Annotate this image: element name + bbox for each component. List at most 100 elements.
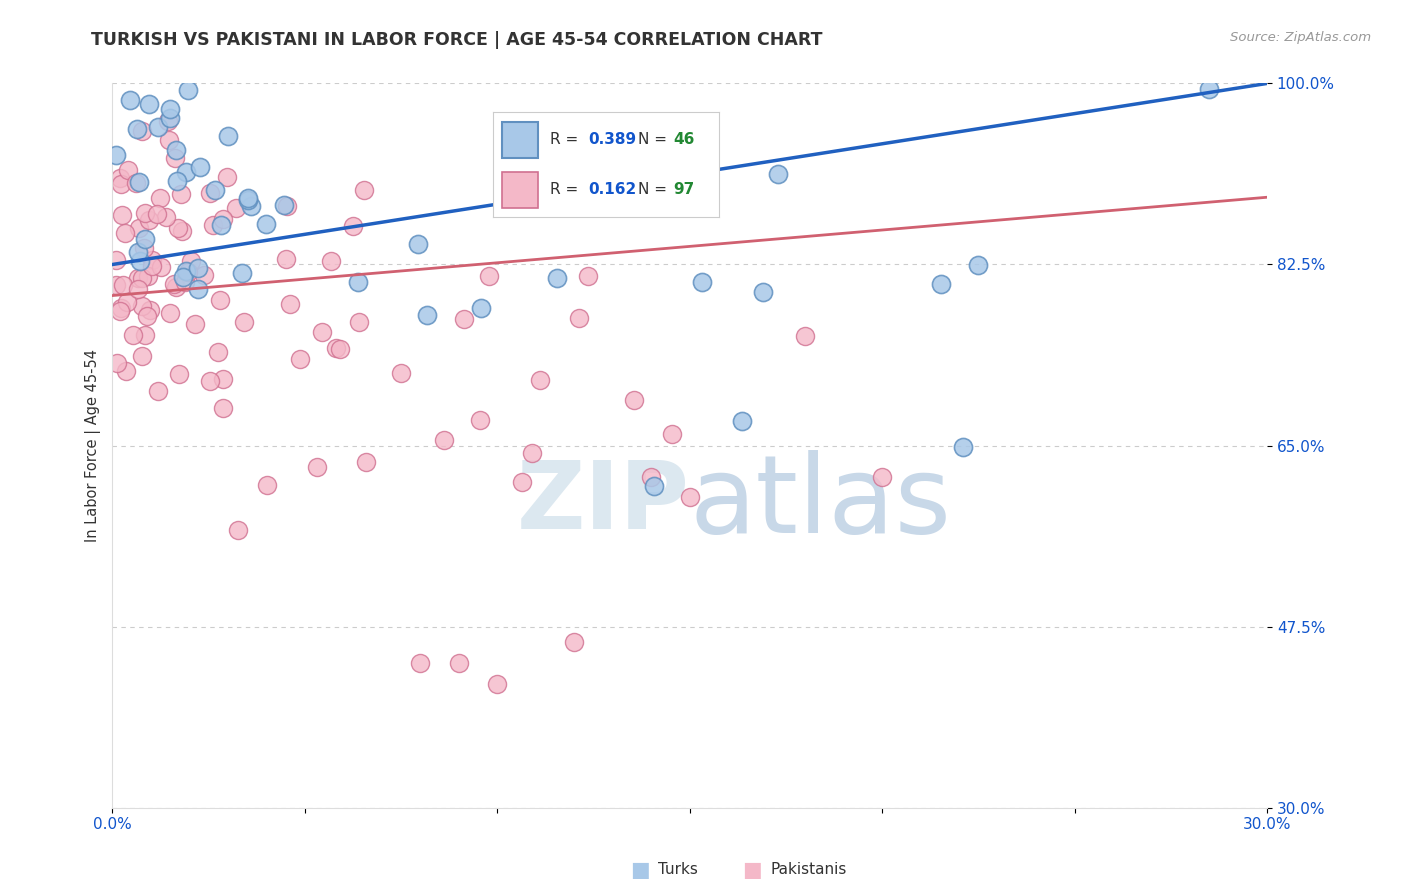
Point (1198, 81, 1220, 95)
Point (477, 269, 499, 284)
Point (468, 412, 491, 426)
Point (204, 183, 226, 197)
Point (433, 433, 456, 447)
Point (165, 279, 187, 293)
Point (166, 173, 188, 187)
Text: atlas: atlas (690, 450, 952, 557)
Point (416, 308, 439, 322)
Point (190, 160, 212, 174)
Point (141, 253, 163, 268)
Point (231, 266, 253, 280)
Point (274, 252, 297, 267)
Point (353, 183, 375, 197)
Point (108, 304, 131, 318)
Text: ■: ■ (630, 860, 650, 880)
Point (157, 133, 180, 147)
Point (546, 271, 568, 285)
Point (165, 143, 187, 157)
Point (131, 271, 153, 285)
Point (174, 275, 197, 289)
Point (512, 475, 534, 490)
Point (311, 325, 333, 339)
Point (952, 440, 974, 454)
Point (470, 301, 492, 315)
Point (623, 392, 645, 407)
Text: TURKISH VS PAKISTANI IN LABOR FORCE | AGE 45-54 CORRELATION CHART: TURKISH VS PAKISTANI IN LABOR FORCE | AG… (91, 31, 823, 49)
Point (118, 93, 141, 107)
Point (568, 310, 591, 325)
Point (453, 311, 475, 326)
Point (236, 191, 259, 205)
Point (105, 253, 128, 268)
Point (217, 129, 239, 144)
Point (349, 315, 371, 329)
Point (256, 217, 278, 231)
Point (541, 198, 564, 212)
Point (138, 96, 160, 111)
Point (125, 176, 148, 190)
Point (148, 120, 170, 134)
Point (149, 191, 172, 205)
Point (159, 111, 181, 125)
Point (127, 271, 149, 285)
Point (105, 356, 128, 370)
Point (238, 193, 260, 207)
Point (793, 328, 815, 343)
Point (105, 278, 128, 293)
Point (319, 254, 342, 268)
Text: ZIP: ZIP (517, 458, 690, 549)
Point (651, 179, 673, 194)
Point (226, 523, 249, 537)
Point (215, 170, 238, 185)
Point (187, 282, 209, 296)
Point (225, 202, 247, 216)
Point (233, 315, 256, 329)
Point (209, 218, 232, 232)
Point (115, 294, 138, 309)
Point (129, 254, 152, 268)
Point (929, 277, 952, 291)
Point (305, 459, 328, 474)
Point (751, 285, 773, 300)
Point (128, 220, 150, 235)
Point (146, 207, 169, 221)
Point (134, 232, 156, 246)
Point (967, 258, 990, 272)
Point (105, 147, 128, 161)
Point (157, 114, 180, 128)
Point (115, 364, 138, 378)
Point (198, 186, 221, 200)
Point (209, 293, 232, 307)
Point (134, 206, 156, 220)
Point (520, 446, 543, 460)
Point (110, 301, 132, 315)
Point (202, 218, 225, 232)
Point (146, 384, 169, 398)
Text: Turks: Turks (658, 863, 697, 877)
Point (643, 479, 665, 493)
Point (200, 374, 222, 388)
Point (149, 260, 172, 274)
Point (136, 269, 159, 284)
Point (114, 226, 136, 240)
Point (177, 265, 200, 279)
Point (159, 306, 181, 320)
Text: ■: ■ (742, 860, 762, 880)
Point (155, 210, 177, 224)
Point (110, 208, 132, 222)
Point (406, 237, 429, 252)
Point (276, 199, 298, 213)
Point (176, 82, 198, 96)
Point (679, 491, 702, 505)
Point (159, 102, 181, 116)
Point (134, 241, 156, 255)
Point (108, 171, 131, 186)
Point (131, 124, 153, 138)
Point (661, 427, 683, 442)
Point (167, 367, 190, 381)
Point (117, 162, 139, 177)
Y-axis label: In Labor Force | Age 45-54: In Labor Force | Age 45-54 (86, 349, 101, 542)
Point (184, 317, 207, 331)
Point (139, 303, 162, 318)
Point (180, 253, 202, 268)
